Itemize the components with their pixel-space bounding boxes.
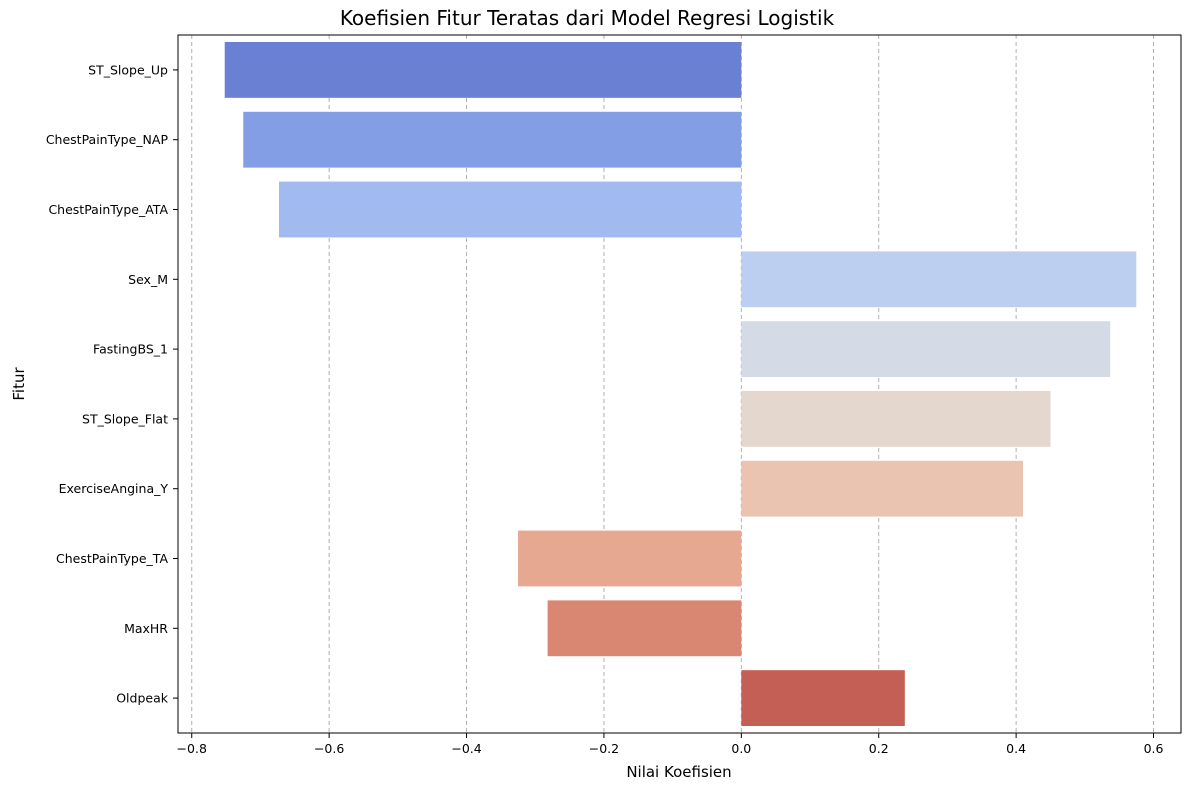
bar-st-slope-up — [224, 41, 742, 98]
y-tick-label: MaxHR — [124, 621, 168, 636]
y-tick-label: Oldpeak — [116, 691, 169, 706]
x-tick-label: 0.0 — [731, 741, 751, 756]
bar-fastingbs-1 — [741, 321, 1111, 378]
bar-maxhr — [547, 600, 742, 657]
x-tick-label: 0.2 — [869, 741, 889, 756]
y-tick-label: ExerciseAngina_Y — [59, 481, 169, 496]
y-tick-label: ChestPainType_TA — [56, 551, 168, 566]
y-axis: ST_Slope_Up ChestPainType_NAP ChestPainTyp… — [46, 62, 178, 706]
x-axis-label: Nilai Koefisien — [626, 763, 731, 781]
x-tick-label: −0.6 — [314, 741, 344, 756]
bar-exerciseangina-y — [741, 460, 1023, 517]
chart-title: Koefisien Fitur Teratas dari Model Regre… — [340, 6, 835, 30]
bar-chestpaintype-nap — [243, 111, 742, 168]
x-tick-label: −0.2 — [589, 741, 619, 756]
x-tick-label: −0.4 — [451, 741, 481, 756]
x-tick-label: −0.8 — [177, 741, 207, 756]
y-tick-label: ST_Slope_Flat — [82, 411, 168, 426]
y-axis-label: Fitur — [10, 367, 28, 401]
y-tick-label: ST_Slope_Up — [88, 62, 168, 77]
x-tick-label: 0.6 — [1144, 741, 1164, 756]
bar-st-slope-flat — [741, 390, 1051, 447]
bars — [224, 41, 1137, 727]
y-tick-label: ChestPainType_ATA — [48, 202, 168, 217]
y-tick-label: Sex_M — [128, 272, 168, 287]
x-axis: −0.8 −0.6 −0.4 −0.2 0.0 0.2 0.4 0.6 — [177, 733, 1164, 756]
y-tick-label: ChestPainType_NAP — [46, 132, 169, 147]
bar-chestpaintype-ata — [278, 181, 742, 238]
bar-oldpeak — [741, 670, 905, 727]
y-tick-label: FastingBS_1 — [93, 342, 168, 357]
bar-chestpaintype-ta — [518, 530, 742, 587]
x-tick-label: 0.4 — [1006, 741, 1026, 756]
bar-sex-m — [741, 251, 1137, 308]
plot-frame — [177, 34, 1182, 734]
